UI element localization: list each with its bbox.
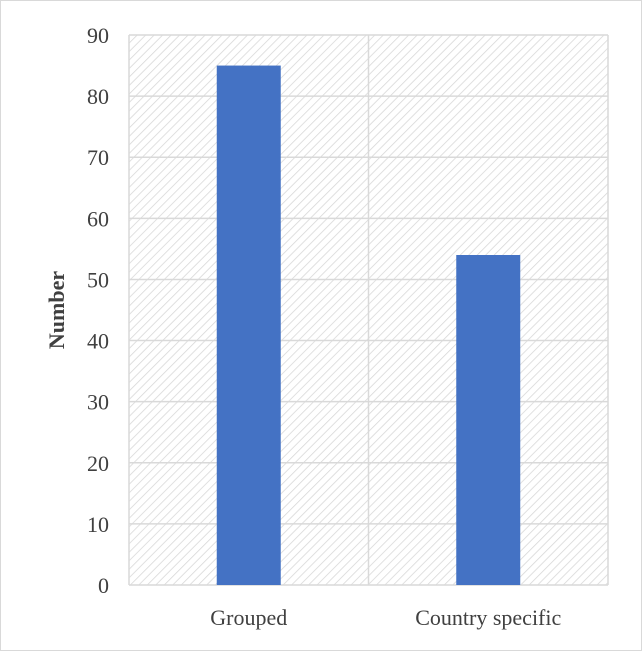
bar-grouped [216, 65, 281, 586]
y-tick-label: 50 [87, 267, 109, 292]
y-tick-label: 30 [87, 390, 109, 415]
y-tick-label: 10 [87, 512, 109, 537]
y-tick-label: 60 [87, 206, 109, 231]
y-axis-ticks: 0 10 20 30 40 50 60 70 80 90 [87, 23, 109, 598]
y-tick-label: 40 [87, 329, 109, 354]
x-tick-label: Grouped [210, 605, 287, 630]
x-tick-label: Country specific [415, 605, 561, 630]
y-tick-label: 80 [87, 84, 109, 109]
y-tick-label: 20 [87, 451, 109, 476]
y-tick-label: 0 [98, 573, 109, 598]
y-axis-title: Number [44, 271, 69, 349]
bar-country-specific [456, 255, 521, 585]
x-axis-ticks: Grouped Country specific [210, 605, 561, 630]
y-tick-label: 70 [87, 145, 109, 170]
y-tick-label: 90 [87, 23, 109, 48]
bars [216, 65, 521, 586]
gridlines [128, 34, 609, 586]
